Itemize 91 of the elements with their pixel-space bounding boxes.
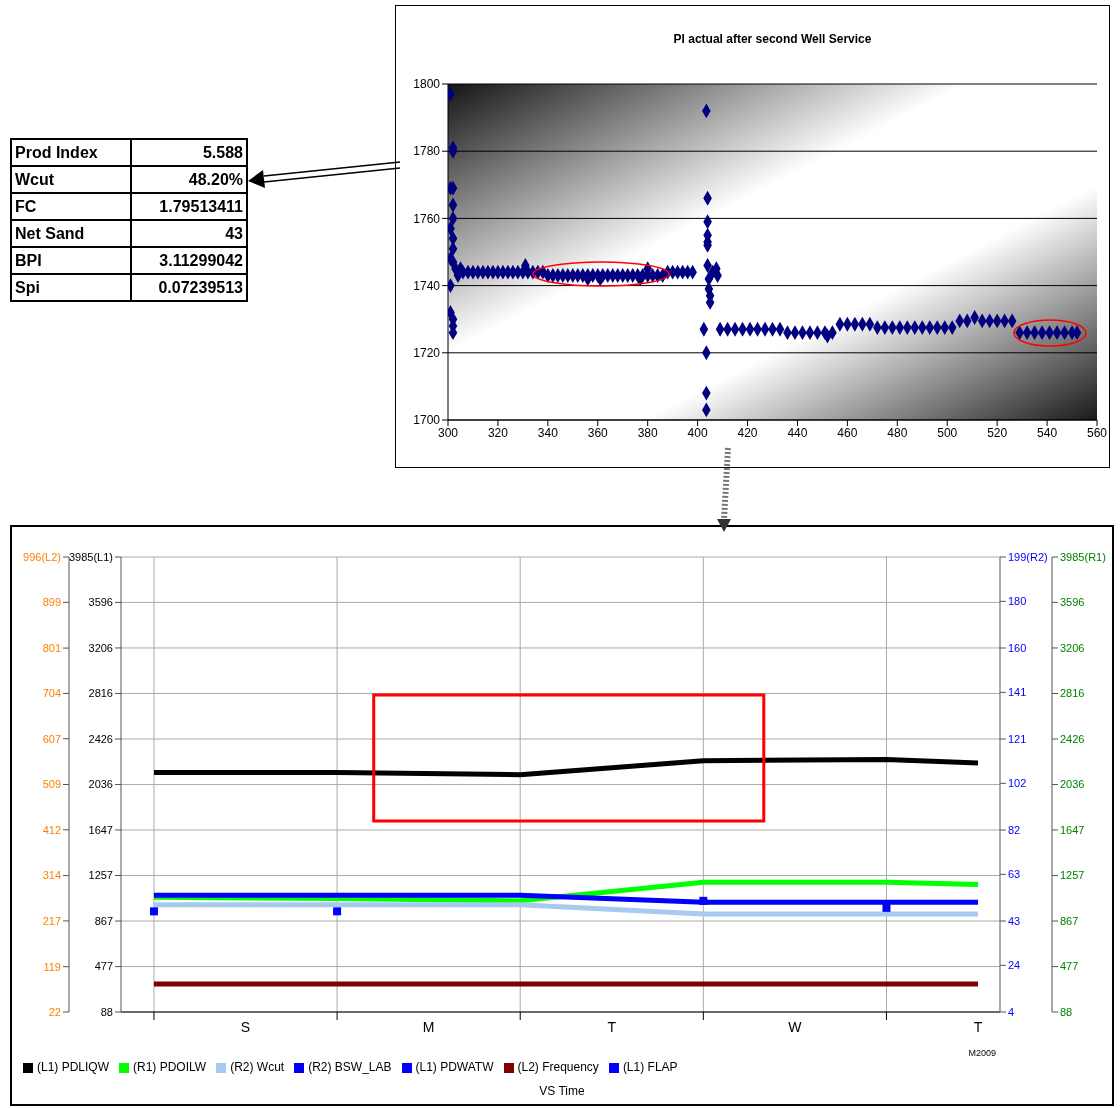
text: 1647	[1060, 823, 1085, 836]
x-tick-label: T	[607, 1019, 617, 1035]
y3-tick-label: 996(L2)	[23, 550, 61, 563]
legend-label: (L1) FLAP	[622, 1060, 678, 1074]
y3-tick-label: 899	[42, 596, 61, 609]
y-tick-label: 477	[94, 960, 113, 973]
y2-tick-label: 199(R2)	[1008, 550, 1048, 563]
text: FC	[11, 193, 131, 220]
y2-tick-label: 141	[1008, 686, 1027, 699]
x-tick-label: 440	[787, 425, 808, 440]
text: 3206	[1060, 641, 1085, 654]
y-tick-label: 3206	[88, 641, 113, 654]
text: 477	[1060, 960, 1079, 973]
x-tick-label: W	[788, 1019, 803, 1035]
legend-label: (R1) PDOILW	[133, 1060, 207, 1074]
y-tick-label: 1800	[413, 77, 441, 92]
y-tick-label: 867	[94, 914, 113, 927]
text: M2009	[968, 1048, 996, 1058]
x-axis-title: VS Time	[538, 1084, 586, 1098]
x-tick-label: 540	[1037, 425, 1058, 440]
y3-tick-label: 704	[42, 687, 61, 700]
text: 3596	[1060, 596, 1085, 609]
legend-label: (L1) PDWATW	[415, 1060, 494, 1074]
text: 3985(R1)	[1060, 550, 1106, 563]
x-tick-label: M	[422, 1019, 435, 1035]
x-tick-label: 500	[937, 425, 958, 440]
y-tick-label: 1780	[413, 144, 441, 159]
text: 0.07239513	[131, 274, 247, 301]
y-tick-label: 3596	[88, 596, 113, 609]
text: Wcut	[11, 166, 131, 193]
y3-tick-label: 412	[42, 823, 61, 836]
y3-tick-label: 22	[48, 1005, 61, 1018]
y3-tick-label: 217	[42, 914, 61, 927]
text: 2816	[1060, 687, 1085, 700]
x-tick-label: 360	[587, 425, 609, 440]
y-tick-label: 1700	[413, 413, 441, 428]
x-tick-label: 480	[887, 425, 908, 440]
text: 5.588	[131, 139, 247, 166]
y-tick-label: 88	[100, 1005, 113, 1018]
x-tick-label: 300	[437, 425, 459, 440]
text: Spi	[11, 274, 131, 301]
text: 48.20%	[131, 166, 247, 193]
y3-tick-label: 119	[43, 960, 61, 973]
text: 1.79513411	[131, 193, 247, 220]
x-tick-label: S	[240, 1019, 251, 1035]
text: 43	[131, 220, 247, 247]
text: 2036	[1060, 778, 1085, 791]
y-tick-label: 1647	[88, 823, 113, 836]
y3-tick-label: 509	[42, 778, 61, 791]
x-tick-label: 520	[987, 425, 1008, 440]
legend-label: (L1) PDLIQW	[37, 1060, 110, 1074]
x-tick-label: 340	[537, 425, 559, 440]
text: 3.11299042	[131, 247, 247, 274]
y-tick-label: 1760	[413, 211, 441, 226]
text: BPI	[11, 247, 131, 274]
legend-label: (R2) Wcut	[230, 1060, 285, 1074]
text: 88	[1060, 1005, 1073, 1018]
y-tick-label: 2036	[88, 778, 113, 791]
y2-tick-label: 102	[1008, 777, 1027, 790]
y-tick-label: 3985(L1)	[68, 550, 113, 563]
y2-tick-label: 82	[1008, 823, 1021, 836]
y-tick-label: 1720	[413, 346, 441, 361]
y2-tick-label: 121	[1008, 732, 1027, 745]
legend-label: (L2) Frequency	[517, 1060, 599, 1074]
text: 2426	[1060, 732, 1085, 745]
y3-tick-label: 801	[42, 642, 61, 654]
text: Net Sand	[11, 220, 131, 247]
x-tick-label: 380	[637, 425, 659, 440]
x-tick-label: 420	[737, 425, 758, 440]
y3-tick-label: 314	[42, 869, 61, 882]
y2-tick-label: 43	[1008, 914, 1021, 927]
text: 1257	[1060, 869, 1085, 882]
y2-tick-label: 24	[1008, 959, 1021, 972]
y-tick-label: 1740	[413, 278, 441, 293]
y3-tick-label: 607	[42, 732, 61, 745]
y2-tick-label: 180	[1008, 595, 1027, 608]
text: Prod Index	[11, 139, 131, 166]
text: 867	[1060, 914, 1079, 927]
y-tick-label: 1257	[88, 869, 113, 882]
x-tick-label: T	[973, 1019, 983, 1035]
y2-tick-label: 63	[1008, 868, 1021, 881]
x-tick-label: 400	[687, 425, 708, 440]
legend-label: (R2) BSW_LAB	[308, 1060, 392, 1074]
y2-tick-label: 4	[1008, 1005, 1015, 1018]
chart-title: PI actual after second Well Service	[672, 32, 873, 46]
x-tick-label: 560	[1086, 425, 1108, 440]
x-tick-label: 460	[837, 425, 858, 440]
y2-tick-label: 160	[1008, 641, 1027, 654]
x-tick-label: 320	[487, 425, 509, 440]
y-tick-label: 2816	[88, 687, 113, 700]
y-tick-label: 2426	[88, 732, 113, 745]
